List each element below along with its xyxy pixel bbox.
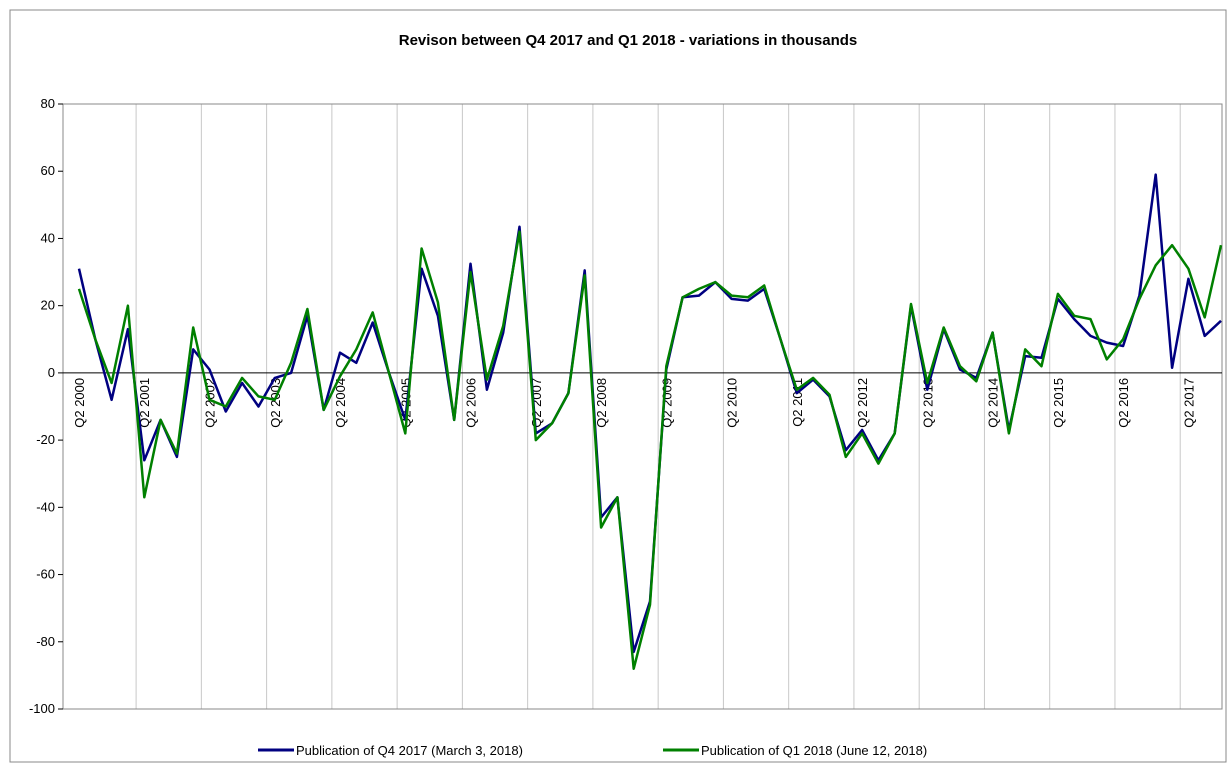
- y-tick-label: 0: [48, 365, 55, 380]
- plot-frame: [62, 103, 1223, 710]
- y-tick-label: 60: [41, 163, 55, 178]
- y-tick-label: 80: [41, 96, 55, 111]
- x-tick-label: Q2 2012: [855, 378, 870, 428]
- y-tick-label: -40: [36, 499, 55, 514]
- x-tick-label: Q2 2015: [1051, 378, 1066, 428]
- series-line: [77, 230, 1223, 670]
- x-tick-label: Q2 2004: [333, 378, 348, 428]
- x-tick-label: Q2 2013: [920, 378, 935, 428]
- x-tick-label: Q2 2006: [464, 378, 479, 428]
- chart-title: Revison between Q4 2017 and Q1 2018 - va…: [399, 32, 858, 49]
- y-tick-label: 40: [41, 230, 55, 245]
- y-tick-label: -60: [36, 567, 55, 582]
- x-tick-label: Q2 2010: [725, 378, 740, 428]
- x-tick-label: Q2 2014: [986, 378, 1001, 428]
- y-tick-label: 20: [41, 298, 55, 313]
- x-tick-label: Q2 2000: [72, 378, 87, 428]
- x-tick-label: Q2 2001: [137, 378, 152, 428]
- y-tick-label: -100: [29, 701, 55, 716]
- legend-label: Publication of Q4 2017 (March 3, 2018): [296, 743, 523, 758]
- x-tick-label: Q2 2008: [594, 378, 609, 428]
- x-tick-label: Q2 2016: [1116, 378, 1131, 428]
- chart-frame: [9, 9, 1227, 763]
- legend-label: Publication of Q1 2018 (June 12, 2018): [701, 743, 927, 758]
- x-tick-label: Q2 2017: [1181, 378, 1196, 428]
- y-tick-label: -80: [36, 634, 55, 649]
- y-tick-label: -20: [36, 432, 55, 447]
